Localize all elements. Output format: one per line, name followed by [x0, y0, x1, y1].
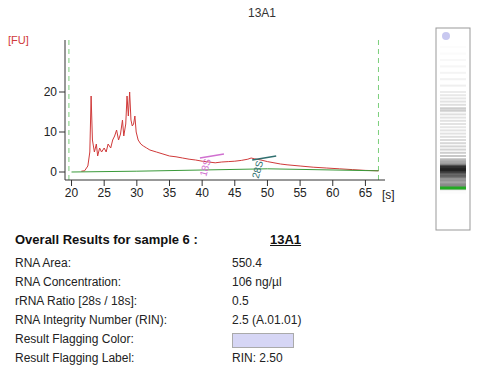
svg-text:25: 25: [98, 186, 112, 200]
html-text:rRNA Ratio [28s / 18s]:: rRNA Ratio [28s / 18s]:: [15, 294, 138, 308]
svg-text:55: 55: [293, 186, 307, 200]
html-text:RNA Integrity Number (RIN):: RNA Integrity Number (RIN):: [15, 313, 167, 327]
html-text:RNA Area:: RNA Area:: [15, 256, 71, 270]
html-text:[FU]: [FU]: [8, 34, 29, 46]
svg-text:20: 20: [65, 186, 79, 200]
svg-text:35: 35: [163, 186, 177, 200]
html-text:RNA Concentration:: RNA Concentration:: [15, 275, 122, 289]
html-text:0.5: 0.5: [232, 294, 249, 308]
svg-text:45: 45: [228, 186, 242, 200]
html-text:Result Flagging Label:: Result Flagging Label:: [15, 351, 135, 365]
svg-text:0: 0: [50, 165, 57, 179]
svg-text:50: 50: [261, 186, 275, 200]
svg-text:30: 30: [130, 186, 144, 200]
svg-text:28S: 28S: [250, 159, 265, 179]
html-text:Result Flagging Color:: Result Flagging Color:: [15, 332, 134, 346]
svg-text:18S: 18S: [198, 157, 213, 177]
html-text:2.5 (A.01.01): 2.5 (A.01.01): [232, 313, 302, 327]
html-text:RIN: 2.50: RIN: 2.50: [232, 351, 283, 365]
html-text:106 ng/µl: 106 ng/µl: [232, 275, 282, 289]
html-text:13A1: 13A1: [248, 6, 276, 20]
html-text:13A1: 13A1: [270, 232, 302, 247]
svg-text:60: 60: [326, 186, 340, 200]
html-text:Overall Results for sample 6 :: Overall Results for sample 6 :: [15, 232, 198, 247]
svg-text:20: 20: [44, 85, 58, 99]
html-text:550.4: 550.4: [232, 256, 262, 270]
html-text:[s]: [s]: [382, 188, 395, 202]
svg-text:65: 65: [359, 186, 373, 200]
svg-text:40: 40: [195, 186, 209, 200]
svg-text:10: 10: [44, 125, 58, 139]
